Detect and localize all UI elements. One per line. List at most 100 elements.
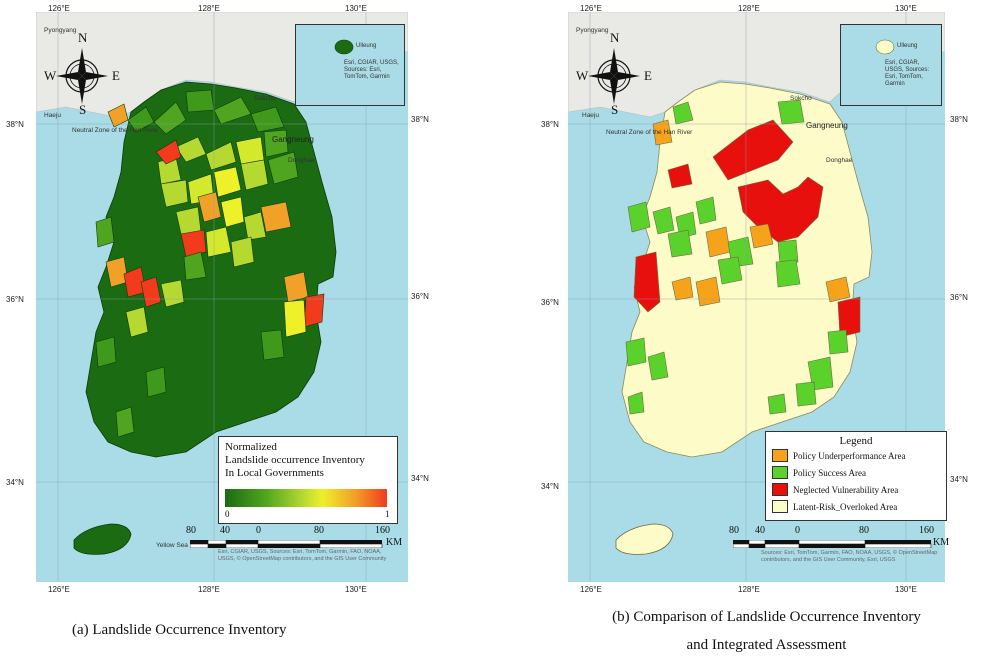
a-lat-34: 34°N (6, 478, 24, 487)
legend-b-label-1: Policy Success Area (793, 467, 866, 478)
legend-swatch-green (772, 466, 788, 479)
scale-b-80r: 80 (859, 525, 869, 536)
place-gangneung: Gangneung (272, 135, 314, 144)
compass-e-b: E (644, 68, 652, 83)
scale-bar-a: 80 40 0 80 160 KM Esri, CGIAR, USGS, Sou… (186, 525, 403, 565)
caption-b-line1: (b) Comparison of Landslide Occurrence I… (612, 609, 921, 625)
a-lat-36-r: 36°N (411, 292, 429, 301)
legend-swatch-red (772, 483, 788, 496)
legend-b-title: Legend (839, 435, 873, 447)
place-donghae-b: Donghae (826, 157, 853, 164)
compass-w-b: W (576, 68, 589, 83)
scale-a-80r: 80 (314, 525, 324, 536)
place-dmz: Neutral Zone of the Han River (72, 127, 159, 134)
place-yellow-sea: Yellow Sea (156, 542, 188, 549)
compass-n: N (78, 30, 88, 45)
place-donghae: Donghae (288, 157, 315, 164)
legend-b-item-latent: Latent-Risk_Overloked Area (772, 498, 946, 515)
legend-a-line1: Normalized (225, 441, 277, 453)
place-dmz-b: Neutral Zone of the Han River (606, 129, 693, 136)
map-panel-a[interactable]: Pyongyang Haeju Neutral Zone of the Han … (36, 12, 408, 582)
district-polygons (95, 89, 325, 438)
b-lon-126: 126°E (580, 4, 602, 13)
compass-icon (56, 48, 108, 104)
scale-b-0: 0 (795, 525, 800, 536)
compass-rose: N S W E (44, 30, 120, 117)
scale-a-80l: 80 (186, 525, 196, 536)
legend-b-label-0: Policy Underperformance Area (793, 450, 906, 461)
legend-b-label-3: Latent-Risk_Overloked Area (793, 501, 898, 512)
place-haeju: Haeju (44, 112, 61, 119)
b-lon-130-b: 130°E (895, 585, 917, 594)
inset-attribution: Esri, CGIAR, USGS, Sources: Esri, TomTom… (344, 60, 399, 80)
legend-a-line2: Landslide occurrence Inventory (225, 454, 365, 466)
attribution-a: Esri, CGIAR, USGS, Sources: Esri, TomTom… (218, 549, 387, 562)
scale-b-160: 160 (919, 525, 934, 536)
scale-a-160: 160 (375, 525, 390, 536)
a-lat-36: 36°N (6, 295, 24, 304)
place-sokcho: Sokcho (254, 95, 276, 102)
b-lat-34: 34°N (541, 482, 559, 491)
compass-w: W (44, 68, 57, 83)
compass-s: S (79, 102, 87, 117)
a-lon-130: 130°E (345, 4, 367, 13)
compass-rose-b: N S W E (576, 30, 652, 117)
b-lat-38: 38°N (541, 120, 559, 129)
scale-b-unit: KM (933, 537, 950, 548)
a-lat-38: 38°N (6, 120, 24, 129)
inset-label-b: Ulleung (897, 43, 918, 49)
inset-label: Ulleung (356, 43, 377, 49)
ulleung-island (334, 39, 354, 55)
scale-b-80l: 80 (729, 525, 739, 536)
place-pyongyang: Pyongyang (44, 27, 77, 34)
legend-b-item-underperformance: Policy Underperformance Area (772, 447, 946, 464)
compass-icon-b (588, 48, 640, 104)
scale-a-unit: KM (386, 537, 403, 548)
b-lon-128-b: 128°E (738, 585, 760, 594)
compass-s-b: S (611, 102, 619, 117)
scale-bar-b: 80 40 0 80 160 KM Sources: Esri, TomTom,… (729, 525, 950, 570)
scale-b-bar (733, 540, 932, 548)
legend-b: Legend Policy Underperformance Area Poli… (765, 431, 947, 521)
b-lat-38-r: 38°N (950, 115, 968, 124)
jeju-island-b (615, 523, 674, 555)
scale-b-40: 40 (755, 525, 765, 536)
district-polygons-b (625, 99, 861, 415)
a-lon-126-b: 126°E (48, 585, 70, 594)
ulleung-island-b (875, 39, 895, 55)
legend-a-line3: In Local Governments (225, 467, 324, 479)
inset-ulleung: Ulleung Esri, CGIAR, USGS, Sources: Esri… (295, 24, 405, 106)
b-lat-36: 36°N (541, 298, 559, 307)
compass-e: E (112, 68, 120, 83)
legend-a-max: 1 (385, 509, 390, 519)
a-lat-38-r: 38°N (411, 115, 429, 124)
legend-swatch-orange (772, 449, 788, 462)
jeju-island (73, 523, 132, 555)
legend-a-gradient (225, 489, 387, 507)
place-gangneung-b: Gangneung (806, 121, 848, 130)
b-lon-128: 128°E (738, 4, 760, 13)
scale-a-bar (190, 540, 383, 548)
a-lon-128: 128°E (198, 4, 220, 13)
place-haeju-b: Haeju (582, 112, 599, 119)
caption-b-line2: and Integrated Assessment (686, 637, 847, 653)
map-a-svg: Pyongyang Haeju Neutral Zone of the Han … (36, 12, 408, 582)
compass-n-b: N (610, 30, 620, 45)
caption-a: (a) Landslide Occurrence Inventory (72, 622, 287, 638)
a-lat-34-r: 34°N (411, 474, 429, 483)
a-lon-126: 126°E (48, 4, 70, 13)
scale-a-0: 0 (256, 525, 261, 536)
legend-a: Normalized Landslide occurrence Inventor… (218, 436, 398, 524)
scale-a-40: 40 (220, 525, 230, 536)
inset-ulleung-b: Ulleung Esri, CGIAR, USGS, Sources: Esri… (840, 24, 942, 106)
legend-swatch-cream (772, 500, 788, 513)
legend-b-item-success: Policy Success Area (772, 464, 946, 481)
b-lon-126-b: 126°E (580, 585, 602, 594)
b-lon-130: 130°E (895, 4, 917, 13)
b-lat-36-r: 36°N (950, 293, 968, 302)
place-sokcho-b: Sokcho (790, 95, 812, 102)
legend-b-label-2: Neglected Vulnerability Area (793, 484, 899, 495)
legend-a-min: 0 (225, 509, 230, 519)
legend-b-item-vulnerability: Neglected Vulnerability Area (772, 481, 946, 498)
place-pyongyang-b: Pyongyang (576, 27, 609, 34)
